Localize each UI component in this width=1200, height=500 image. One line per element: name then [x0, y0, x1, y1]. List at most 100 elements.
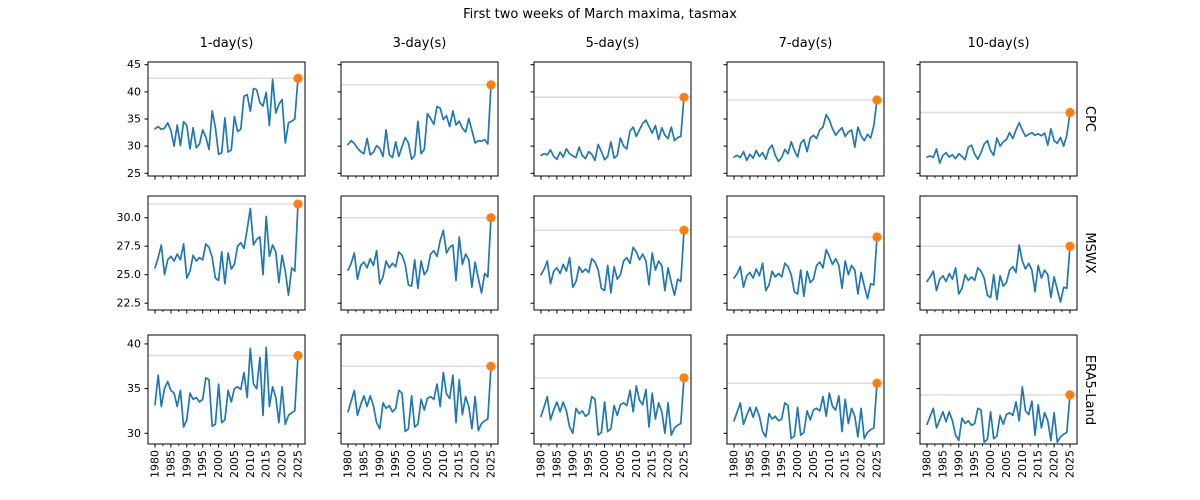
x-tick-label: 1995 — [389, 450, 402, 478]
series-line — [347, 216, 492, 294]
series-line — [154, 77, 299, 156]
series-line — [347, 83, 492, 161]
plot-border — [726, 61, 885, 177]
x-tick-label: 2005 — [614, 450, 627, 478]
series-line — [733, 236, 878, 300]
x-tick-label: 1985 — [164, 450, 177, 478]
x-tick-label: 1995 — [775, 450, 788, 478]
x-tick-label: 1980 — [728, 450, 741, 478]
x-tick-label: 2000 — [598, 450, 611, 478]
latest-point-marker — [1065, 390, 1075, 400]
x-tick-label: 2025 — [871, 450, 884, 478]
series-line — [926, 385, 1071, 444]
row-label: CPC — [1082, 106, 1097, 132]
subplot-panel-MSWX-5-day(s) — [530, 195, 692, 314]
x-tick-label: 2010 — [437, 450, 450, 478]
series-line — [926, 111, 1071, 164]
y-tick-label: 35 — [127, 113, 141, 126]
y-tick-label: 40 — [127, 337, 141, 350]
x-tick-label: 2000 — [212, 450, 225, 478]
y-tick-label: 25.0 — [117, 268, 142, 281]
subplot-panel-CPC-3-day(s) — [337, 61, 499, 180]
x-tick-label: 2020 — [469, 450, 482, 478]
y-tick-label: 45 — [127, 58, 141, 71]
plot-border — [533, 195, 692, 311]
plot-border — [340, 61, 499, 177]
series-line — [540, 377, 685, 436]
latest-point-marker — [486, 80, 496, 90]
subplot-panel-MSWX-1-day(s): 22.5 25.0 27.5 30.0 — [117, 195, 306, 314]
subplot-panel-CPC-10-day(s) — [916, 61, 1078, 180]
x-tick-label: 2000 — [405, 450, 418, 478]
x-tick-label: 2015 — [1032, 450, 1045, 478]
x-tick-label: 2020 — [662, 450, 675, 478]
subplot-panel-ERA5-Land-5-day(s): 1980 1985 1990 1995 2000 2005 2010 2015 2020 2025 — [530, 334, 692, 478]
x-tick-label: 1980 — [149, 450, 162, 478]
x-tick-label: 2010 — [823, 450, 836, 478]
series-line — [733, 99, 878, 163]
y-tick-label: 35 — [127, 382, 141, 395]
x-tick-label: 2020 — [276, 450, 289, 478]
plot-border — [340, 195, 499, 311]
x-tick-label: 2005 — [1000, 450, 1013, 478]
row-label: ERA5-Land — [1082, 354, 1097, 425]
y-tick-label: 40 — [127, 85, 141, 98]
subplot-panel-MSWX-10-day(s) — [916, 195, 1078, 314]
column-header: 3-day(s) — [392, 36, 447, 51]
series-line — [154, 346, 299, 428]
column-header: 5-day(s) — [585, 36, 640, 51]
latest-point-marker — [293, 73, 303, 83]
subplot-panel-CPC-5-day(s) — [530, 61, 692, 180]
x-tick-label: 2000 — [984, 450, 997, 478]
x-tick-label: 2015 — [260, 450, 273, 478]
latest-point-marker — [293, 350, 303, 361]
y-tick-label: 27.5 — [117, 240, 142, 253]
series-line — [540, 229, 685, 297]
x-tick-label: 2025 — [1064, 450, 1077, 478]
y-tick-label: 22.5 — [117, 297, 142, 310]
plot-border — [919, 61, 1078, 177]
x-tick-label: 1985 — [550, 450, 563, 478]
x-tick-label: 2015 — [646, 450, 659, 478]
x-tick-label: 1985 — [743, 450, 756, 478]
x-tick-label: 2010 — [1016, 450, 1029, 478]
x-tick-label: 1980 — [921, 450, 934, 478]
latest-point-marker — [872, 95, 882, 105]
latest-point-marker — [486, 213, 496, 223]
series-line — [926, 244, 1071, 303]
row-label: MSWX — [1082, 232, 1097, 274]
x-tick-label: 1995 — [968, 450, 981, 478]
subplot-panel-CPC-7-day(s) — [723, 61, 885, 180]
column-header: 10-day(s) — [967, 36, 1030, 51]
column-header: 1-day(s) — [199, 36, 254, 51]
x-tick-label: 2025 — [292, 450, 305, 478]
plot-border — [533, 334, 692, 445]
column-header: 7-day(s) — [778, 36, 833, 51]
x-tick-label: 1980 — [535, 450, 548, 478]
x-tick-label: 2020 — [1048, 450, 1061, 478]
x-tick-label: 1990 — [373, 450, 386, 478]
y-tick-label: 25 — [127, 167, 141, 180]
x-tick-label: 2005 — [421, 450, 434, 478]
series-line — [733, 382, 878, 440]
figure-title: First two weeks of March maxima, tasmax — [463, 7, 737, 22]
x-tick-label: 1995 — [582, 450, 595, 478]
x-tick-label: 1990 — [566, 450, 579, 478]
series-line — [540, 96, 685, 162]
latest-point-marker — [1065, 241, 1075, 251]
latest-point-marker — [1065, 107, 1075, 118]
subplot-panel-ERA5-Land-7-day(s): 1980 1985 1990 1995 2000 2005 2010 2015 2020 2025 — [723, 334, 885, 478]
latest-point-marker — [679, 225, 689, 235]
x-tick-label: 2005 — [228, 450, 241, 478]
subplot-panel-ERA5-Land-3-day(s): 1980 1985 1990 1995 2000 2005 2010 2015 2020 2025 — [337, 334, 499, 478]
x-tick-label: 2010 — [244, 450, 257, 478]
latest-point-marker — [872, 378, 882, 388]
plot-border — [726, 195, 885, 311]
plot-border — [340, 334, 499, 445]
x-tick-label: 1985 — [357, 450, 370, 478]
subplot-panel-CPC-1-day(s): 25 30 35 40 45 — [127, 58, 306, 180]
x-tick-label: 2015 — [453, 450, 466, 478]
x-tick-label: 1990 — [952, 450, 965, 478]
